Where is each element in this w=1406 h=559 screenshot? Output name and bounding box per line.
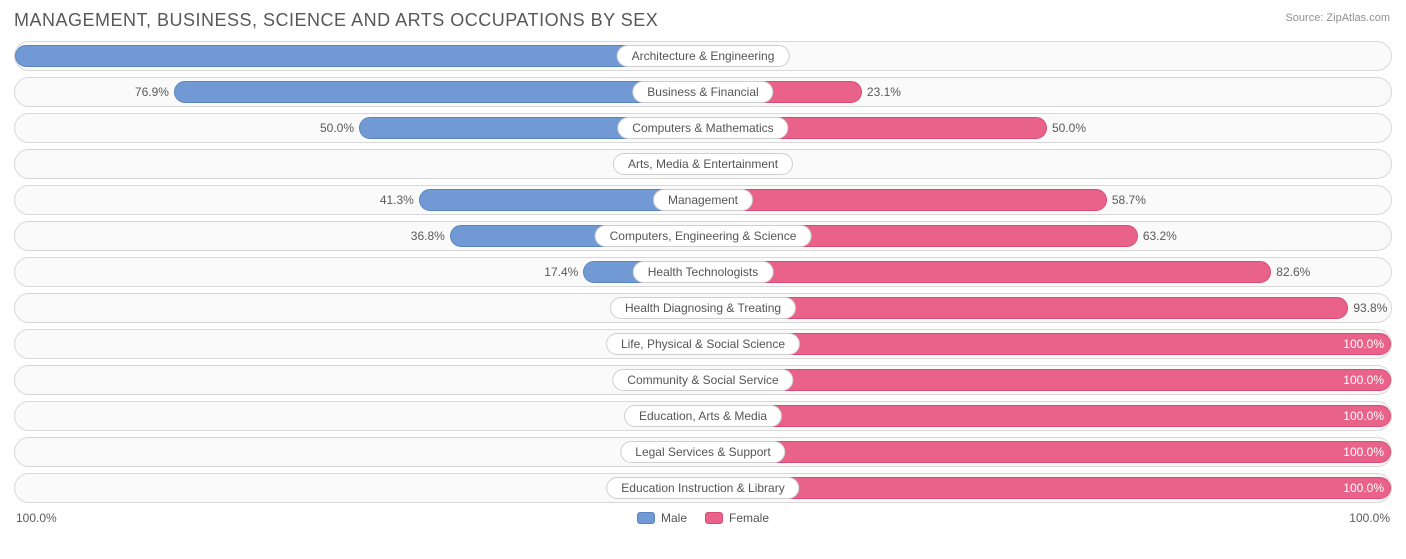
male-half: 76.9%: [15, 78, 703, 106]
male-half: 41.3%: [15, 186, 703, 214]
table-row: 0.0% 100.0% Education Instruction & Librar…: [14, 473, 1392, 503]
male-pct-label: 76.9%: [135, 85, 175, 99]
female-half: 100.0%: [703, 402, 1391, 430]
female-bar: 58.7%: [703, 189, 1107, 211]
female-bar: 100.0%: [703, 369, 1391, 391]
swatch-male-icon: [637, 512, 655, 524]
chart-title: MANAGEMENT, BUSINESS, SCIENCE AND ARTS O…: [14, 10, 1392, 31]
legend-item-female: Female: [705, 511, 769, 525]
female-half: 50.0%: [703, 114, 1391, 142]
female-half: 100.0%: [703, 366, 1391, 394]
female-pct-label: 100.0%: [1343, 409, 1384, 423]
legend-female-label: Female: [729, 511, 769, 525]
male-pct-label: 41.3%: [380, 193, 420, 207]
female-bar: 82.6%: [703, 261, 1271, 283]
category-label: Architecture & Engineering: [617, 45, 790, 67]
female-half: 58.7%: [703, 186, 1391, 214]
table-row: 0.0%0.0%Arts, Media & Entertainment: [14, 149, 1392, 179]
male-half: 0.0%: [15, 438, 703, 466]
table-row: 100.0%0.0%Architecture & Engineering: [14, 41, 1392, 71]
male-half: 100.0%: [15, 42, 703, 70]
table-row: 0.0% 100.0% Legal Services & Support: [14, 437, 1392, 467]
category-label: Education Instruction & Library: [606, 477, 799, 499]
female-pct-label: 100.0%: [1343, 481, 1384, 495]
female-bar: 100.0%: [703, 333, 1391, 355]
category-label: Management: [653, 189, 753, 211]
axis-right-label: 100.0%: [1349, 511, 1390, 525]
female-bar: 100.0%: [703, 405, 1391, 427]
table-row: 50.0% 50.0% Computers & Mathematics: [14, 113, 1392, 143]
male-half: 17.4%: [15, 258, 703, 286]
category-label: Business & Financial: [632, 81, 773, 103]
diverging-bar-chart: 100.0%0.0%Architecture & Engineering76.9…: [14, 41, 1392, 503]
male-bar: 76.9%: [174, 81, 703, 103]
table-row: 76.9% 23.1% Business & Financial: [14, 77, 1392, 107]
table-row: 0.0% 100.0% Education, Arts & Media: [14, 401, 1392, 431]
female-pct-label: 63.2%: [1137, 229, 1177, 243]
male-pct-label: 17.4%: [544, 265, 584, 279]
category-label: Life, Physical & Social Science: [606, 333, 800, 355]
category-label: Legal Services & Support: [620, 441, 785, 463]
female-bar: 100.0%: [703, 441, 1391, 463]
female-pct-label: 100.0%: [1343, 373, 1384, 387]
female-half: 100.0%: [703, 438, 1391, 466]
table-row: 0.0% 100.0% Community & Social Service: [14, 365, 1392, 395]
chart-source: Source: ZipAtlas.com: [1285, 12, 1390, 24]
female-pct-label: 82.6%: [1270, 265, 1310, 279]
male-half: 0.0%: [15, 366, 703, 394]
male-pct-label: 36.8%: [411, 229, 451, 243]
female-half: 100.0%: [703, 330, 1391, 358]
female-half: 0.0%: [703, 42, 1391, 70]
table-row: 6.3%93.8%Health Diagnosing & Treating: [14, 293, 1392, 323]
female-bar: 100.0%: [703, 477, 1391, 499]
male-half: 6.3%: [15, 294, 703, 322]
legend-item-male: Male: [637, 511, 687, 525]
category-label: Health Diagnosing & Treating: [610, 297, 796, 319]
axis-left-label: 100.0%: [16, 511, 57, 525]
female-half: 82.6%: [703, 258, 1391, 286]
legend: Male Female: [637, 511, 769, 525]
axis-row: 100.0% 100.0% Male Female: [14, 509, 1392, 531]
table-row: 17.4%82.6%Health Technologists: [14, 257, 1392, 287]
female-pct-label: 93.8%: [1347, 301, 1387, 315]
female-half: 100.0%: [703, 474, 1391, 502]
male-half: 50.0%: [15, 114, 703, 142]
male-half: 0.0%: [15, 474, 703, 502]
category-label: Arts, Media & Entertainment: [613, 153, 793, 175]
female-pct-label: 100.0%: [1343, 445, 1384, 459]
legend-male-label: Male: [661, 511, 687, 525]
female-pct-label: 58.7%: [1106, 193, 1146, 207]
category-label: Community & Social Service: [612, 369, 793, 391]
male-pct-label: 50.0%: [320, 121, 360, 135]
female-half: 93.8%: [703, 294, 1391, 322]
male-half: 0.0%: [15, 150, 703, 178]
category-label: Health Technologists: [633, 261, 774, 283]
female-pct-label: 100.0%: [1343, 337, 1384, 351]
male-half: 0.0%: [15, 330, 703, 358]
category-label: Education, Arts & Media: [624, 405, 782, 427]
female-half: 23.1%: [703, 78, 1391, 106]
table-row: 41.3%58.7%Management: [14, 185, 1392, 215]
female-bar: 93.8%: [703, 297, 1348, 319]
male-bar: 100.0%: [15, 45, 703, 67]
swatch-female-icon: [705, 512, 723, 524]
female-pct-label: 23.1%: [861, 85, 901, 99]
table-row: 36.8% 63.2% Computers, Engineering & Scien…: [14, 221, 1392, 251]
female-half: 0.0%: [703, 150, 1391, 178]
category-label: Computers, Engineering & Science: [595, 225, 812, 247]
female-pct-label: 50.0%: [1046, 121, 1086, 135]
category-label: Computers & Mathematics: [617, 117, 788, 139]
male-half: 0.0%: [15, 402, 703, 430]
table-row: 0.0% 100.0% Life, Physical & Social Scienc…: [14, 329, 1392, 359]
